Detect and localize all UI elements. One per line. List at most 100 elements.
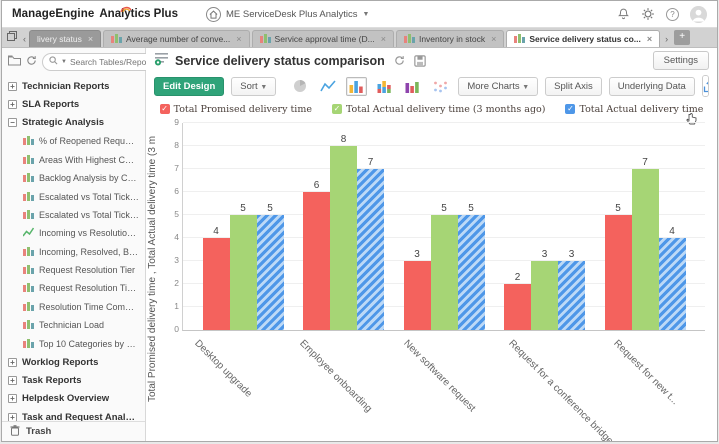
bar-total-actual-delivery-time[interactable] xyxy=(256,215,284,330)
y-tick-label: 5 xyxy=(174,209,179,219)
export-icon[interactable] xyxy=(702,76,708,96)
bar-chart-icon xyxy=(23,264,34,276)
sidebar-report-14[interactable]: Top 10 Categories by Highes... xyxy=(2,334,145,352)
stacked-bar-chart-icon[interactable] xyxy=(374,77,395,96)
folder-icon[interactable] xyxy=(8,55,21,69)
sidebar-section-1[interactable]: + SLA Reports xyxy=(2,95,145,113)
tab-close-icon[interactable]: × xyxy=(380,34,386,44)
tab-scroll-right-icon[interactable]: › xyxy=(665,34,669,44)
refresh-icon[interactable] xyxy=(26,55,37,69)
legend-item-1[interactable]: ✓ Total Actual delivery time (3 months ag… xyxy=(331,104,545,115)
tab-0[interactable]: livery status × xyxy=(29,30,101,47)
expand-icon[interactable]: + xyxy=(8,412,17,421)
scatter-chart-icon[interactable] xyxy=(430,77,451,96)
sidebar-section-2[interactable]: − Strategic Analysis xyxy=(2,114,145,132)
y-tick-label: 6 xyxy=(174,186,179,197)
bar-value-label: 3 xyxy=(414,249,420,261)
legend-checkbox-icon[interactable]: ✓ xyxy=(331,104,342,114)
legend-checkbox-icon[interactable]: ✓ xyxy=(159,104,170,114)
bar-value-label: 8 xyxy=(340,134,347,145)
bar-total-promised-delivery-time[interactable] xyxy=(504,284,531,330)
gridline xyxy=(183,168,705,169)
bar-chart-icon[interactable] xyxy=(346,76,368,96)
expand-icon[interactable]: + xyxy=(8,100,17,110)
sidebar-report-7[interactable]: Escalated vs Total Tickets by... xyxy=(2,206,145,224)
y-tick-label: 3 xyxy=(174,255,179,266)
more-charts-button[interactable]: More Charts ▼ xyxy=(458,76,539,96)
tab-close-icon[interactable]: × xyxy=(646,34,653,44)
sidebar-report-12[interactable]: Resolution Time Comparison xyxy=(2,298,145,316)
x-axis-labels: Desktop upgrade Employee onboarding New so… xyxy=(182,331,705,441)
tab-scroll-left-icon[interactable]: ‹ xyxy=(23,34,26,44)
line-chart-icon[interactable] xyxy=(317,77,339,96)
x-category-4: Request for new t... xyxy=(610,338,680,408)
edit-design-button[interactable]: Edit Design xyxy=(154,76,225,96)
sidebar-report-10[interactable]: Request Resolution Tier xyxy=(2,261,145,279)
pie-chart-icon[interactable] xyxy=(290,76,310,96)
sidebar-report-9[interactable]: Incoming, Resolved, Backlog... xyxy=(2,243,145,261)
bar-chart-icon xyxy=(23,172,34,184)
sort-button[interactable]: Sort ▼ xyxy=(231,76,277,96)
notifications-bell-icon[interactable] xyxy=(617,7,630,21)
expand-icon[interactable]: + xyxy=(8,81,17,91)
bar-total-promised-delivery-time[interactable] xyxy=(303,192,330,330)
expand-icon[interactable]: + xyxy=(8,394,17,404)
sidebar-report-4[interactable]: Areas With Highest Custome... xyxy=(2,151,145,169)
chart-area: Total Promised delivery time , Total Act… xyxy=(146,117,717,441)
settings-button[interactable]: Settings xyxy=(652,51,709,70)
bar-chart-icon xyxy=(23,301,34,313)
bar-total-promised-delivery-time[interactable] xyxy=(403,261,431,330)
underlying-data-button[interactable]: Underlying Data xyxy=(608,76,695,96)
tab-2[interactable]: Service approval time (D... × xyxy=(251,30,394,47)
bar-total-actual-delivery-time-3-months-ago-[interactable] xyxy=(330,146,357,330)
legend-item-0[interactable]: ✓ Total Promised delivery time xyxy=(159,104,312,115)
bar-total-actual-delivery-time[interactable] xyxy=(357,169,384,330)
legend-checkbox-icon[interactable]: ✓ xyxy=(565,104,576,114)
sidebar-report-6[interactable]: Escalated vs Total Tickets by... xyxy=(2,187,145,205)
sidebar-item-trash[interactable]: Trash xyxy=(2,421,145,441)
bar-total-actual-delivery-time-3-months-ago-[interactable] xyxy=(430,215,458,330)
avatar[interactable] xyxy=(690,5,707,23)
legend-item-2[interactable]: ✓ Total Actual delivery time xyxy=(565,104,703,124)
sidebar-report-5[interactable]: Backlog Analysis by Customer xyxy=(2,169,145,187)
sidebar-section-15[interactable]: + Worklog Reports xyxy=(2,353,145,371)
workspace-selector[interactable]: ME ServiceDesk Plus Analytics ▼ xyxy=(205,6,369,22)
sidebar-section-16[interactable]: + Task Reports xyxy=(2,371,145,389)
sidebar-report-3[interactable]: % of Reopened Requests xyxy=(2,132,145,150)
bar-total-actual-delivery-time-3-months-ago-[interactable] xyxy=(229,215,257,330)
split-axis-button[interactable]: Split Axis xyxy=(545,76,602,96)
bar-total-actual-delivery-time[interactable] xyxy=(457,215,485,330)
bar-group-0: 4 5 5 xyxy=(202,123,284,330)
bar-total-actual-delivery-time-3-months-ago-[interactable] xyxy=(631,169,659,330)
bar-total-promised-delivery-time[interactable] xyxy=(604,215,632,330)
sidebar-section-0[interactable]: + Technician Reports xyxy=(2,77,145,95)
refresh-report-icon[interactable] xyxy=(394,55,405,66)
save-icon[interactable] xyxy=(414,54,426,67)
tab-3[interactable]: Inventory in stock × xyxy=(395,30,505,47)
bar-total-promised-delivery-time[interactable] xyxy=(202,238,230,330)
search-input[interactable] xyxy=(69,57,148,67)
tab-close-icon[interactable]: × xyxy=(491,34,497,44)
gear-icon[interactable] xyxy=(641,7,655,21)
collapse-icon[interactable]: − xyxy=(8,118,17,128)
sidebar-section-18[interactable]: + Task and Request Analysis xyxy=(2,408,145,421)
expand-icon[interactable]: + xyxy=(8,375,17,385)
new-tab-button[interactable]: + xyxy=(674,30,691,45)
tab-1[interactable]: Average number of conve... × xyxy=(103,30,250,47)
sidebar-report-8[interactable]: Incoming vs Resolution and ... xyxy=(2,224,145,242)
sidebar-report-13[interactable]: Technician Load xyxy=(2,316,145,334)
bar-total-actual-delivery-time[interactable] xyxy=(658,238,686,330)
help-icon[interactable]: ? xyxy=(666,7,679,21)
sidebar-section-17[interactable]: + Helpdesk Overview xyxy=(2,390,145,408)
bar-total-actual-delivery-time-3-months-ago-[interactable] xyxy=(531,261,558,330)
combo-bar-chart-icon[interactable] xyxy=(402,77,423,96)
restore-windows-icon[interactable] xyxy=(4,31,20,47)
tab-4[interactable]: Service delivery status co... × xyxy=(506,30,661,47)
search-scope-caret-icon[interactable]: ▼ xyxy=(61,59,67,65)
tab-close-icon[interactable]: × xyxy=(87,34,94,44)
sidebar-report-11[interactable]: Request Resolution Time by ... xyxy=(2,279,145,297)
bar-value-label: 4 xyxy=(669,226,675,237)
bar-total-actual-delivery-time[interactable] xyxy=(558,261,585,330)
expand-icon[interactable]: + xyxy=(8,357,17,367)
tab-close-icon[interactable]: × xyxy=(236,34,242,44)
